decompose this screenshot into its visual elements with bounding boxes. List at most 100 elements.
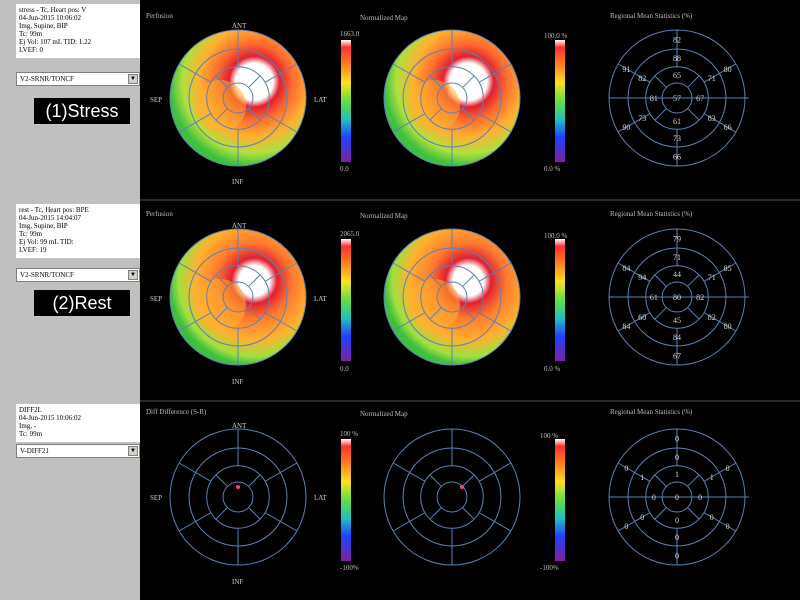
segment-spoke <box>462 75 475 88</box>
select-value: V2-SRNR/TONCF <box>20 271 74 279</box>
segment-spoke <box>429 108 442 121</box>
perfusion-region <box>408 279 460 331</box>
panel-title-normalized: Normalized Map <box>360 410 408 418</box>
segment-value: 66 <box>673 152 681 161</box>
label-inferior: INF <box>232 178 244 186</box>
info-line: Tc: 99m <box>19 430 43 438</box>
info-line: LVEF: 19 <box>19 246 47 254</box>
panel-title-normalized: Normalized Map <box>360 212 408 220</box>
segment-spoke <box>654 274 667 287</box>
segment-spoke <box>264 312 298 332</box>
segment-value: 0 <box>640 513 644 522</box>
segment-value: 85 <box>724 264 732 273</box>
color-scale-bar <box>341 40 351 162</box>
info-line: LVEF: 0 <box>19 46 44 54</box>
color-scale-bar <box>555 40 565 162</box>
segment-value: 0 <box>710 513 714 522</box>
segment-spoke <box>248 507 261 520</box>
panel-title-regional: Regional Mean Statistics (%) <box>610 408 693 416</box>
select-value: V-DIFF21 <box>20 447 49 455</box>
diff-marker <box>460 485 464 489</box>
segment-value: 60 <box>638 313 646 322</box>
segment-spoke <box>429 474 442 487</box>
segment-spoke <box>248 108 261 121</box>
select-value: V2-SRNR/TONCF <box>20 75 74 83</box>
segment-spoke <box>215 108 228 121</box>
segment-value: 0 <box>675 453 679 462</box>
chevron-down-icon[interactable]: ▼ <box>128 74 138 84</box>
chevron-down-icon[interactable]: ▼ <box>128 270 138 280</box>
scale-bottom-label: -100% <box>340 564 359 572</box>
segment-value: 88 <box>673 54 681 63</box>
segment-spoke <box>215 274 228 287</box>
segment-spoke <box>687 108 700 121</box>
segment-spoke <box>264 462 298 482</box>
segment-value: 73 <box>673 134 681 143</box>
label-anterior: ANT <box>232 422 247 430</box>
segment-value: 71 <box>708 74 716 83</box>
phase-label-stress: (1)Stress <box>34 98 130 124</box>
segment-spoke <box>703 312 737 332</box>
segment-value: 82 <box>696 293 704 302</box>
segment-spoke <box>178 63 212 83</box>
segment-spoke <box>654 108 667 121</box>
segment-spoke <box>617 63 651 83</box>
rest-view-select[interactable]: V2-SRNR/TONCF ▼ <box>16 268 140 282</box>
scale-top-label: 1663.0 <box>340 30 360 38</box>
segment-value: 71 <box>708 273 716 282</box>
segment-value: 84 <box>673 333 681 342</box>
segment-ring <box>436 82 468 114</box>
label-septal: SEP <box>150 96 163 104</box>
segment-value: 61 <box>650 293 658 302</box>
color-scale-bar <box>555 239 565 361</box>
segment-spoke <box>392 262 426 282</box>
segment-spoke <box>215 75 228 88</box>
segment-spoke <box>478 262 512 282</box>
segment-spoke <box>392 462 426 482</box>
segment-value: 94 <box>638 273 646 282</box>
segment-spoke <box>478 63 512 83</box>
chevron-down-icon[interactable]: ▼ <box>128 446 138 456</box>
segment-spoke <box>617 262 651 282</box>
segment-spoke <box>248 307 261 320</box>
info-line: 04-Jun-2015 14:04:07 <box>19 214 82 222</box>
scale-top-label: 100.0 % <box>544 232 568 240</box>
segment-spoke <box>178 312 212 332</box>
color-scale-bar <box>341 439 351 561</box>
segment-value: 0 <box>675 516 679 525</box>
segment-spoke <box>264 262 298 282</box>
segment-spoke <box>429 274 442 287</box>
segment-spoke <box>687 507 700 520</box>
segment-value: 82 <box>638 74 646 83</box>
panel-title-difference: Diff Difference (S-R) <box>146 408 207 416</box>
segment-spoke <box>617 462 651 482</box>
segment-spoke <box>248 75 261 88</box>
segment-spoke <box>462 274 475 287</box>
segment-spoke <box>392 113 426 133</box>
segment-value: 44 <box>673 270 681 279</box>
panel-title-perfusion: Perfusion <box>146 210 173 218</box>
perfusion-region <box>194 279 246 331</box>
diff-view-select[interactable]: V-DIFF21 ▼ <box>16 444 140 458</box>
info-line: 04-Jun-2015 10:06:02 <box>19 414 82 422</box>
segment-spoke <box>248 474 261 487</box>
segment-value: 91 <box>622 65 630 74</box>
panel-info-stress: stress - Tc, Heart pos: V 04-Jun-2015 10… <box>16 4 140 58</box>
panel-title-normalized: Normalized Map <box>360 14 408 22</box>
segment-ring <box>222 481 254 513</box>
segment-spoke <box>215 474 228 487</box>
segment-spoke <box>654 507 667 520</box>
segment-value: 1 <box>640 473 644 482</box>
segment-spoke <box>215 507 228 520</box>
segment-spoke <box>462 108 475 121</box>
segment-value: 71 <box>673 253 681 262</box>
color-scale-bar <box>555 439 565 561</box>
color-scale-bar <box>341 239 351 361</box>
stress-view-select[interactable]: V2-SRNR/TONCF ▼ <box>16 72 140 86</box>
diff-marker <box>236 485 240 489</box>
segment-spoke <box>703 113 737 133</box>
segment-spoke <box>703 462 737 482</box>
segment-spoke <box>654 474 667 487</box>
segment-ring <box>222 281 254 313</box>
label-inferior: INF <box>232 378 244 386</box>
